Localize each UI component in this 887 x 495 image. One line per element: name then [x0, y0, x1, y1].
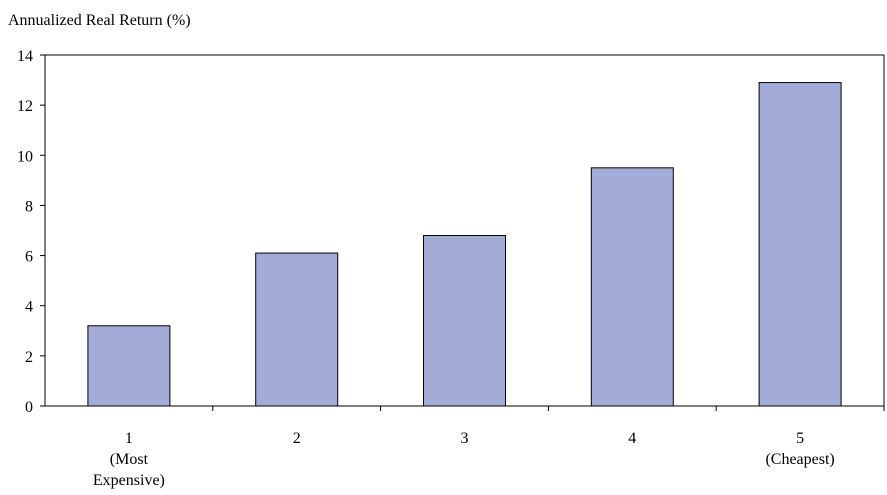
bar [423, 235, 506, 407]
bar [758, 82, 842, 407]
y-tick-label: 8 [25, 198, 33, 215]
bar [590, 167, 674, 407]
plot-area: 0 2 4 6 8 10 12 14 1 (Most Expensive) 2 3 4 5 (Cheapest… [17, 48, 885, 489]
y-axis-label: Annualized Real Return (%) [8, 12, 191, 29]
y-tick-label: 14 [17, 48, 33, 65]
bar [255, 252, 339, 407]
x-tick-label: 3 [461, 430, 469, 447]
x-tick-label: 4 [628, 430, 636, 447]
y-tick-label: 10 [17, 148, 33, 165]
bar [87, 325, 171, 407]
x-tick-label: 1 (Most Expensive) [93, 430, 165, 489]
y-tick-label: 6 [25, 249, 33, 266]
y-tick-label: 0 [25, 399, 33, 416]
y-tick-label: 2 [25, 349, 33, 366]
y-tick-label: 4 [25, 299, 33, 316]
x-tick-label: 5 (Cheapest) [765, 430, 834, 468]
x-tick-label: 2 [293, 430, 301, 447]
y-tick-label: 12 [17, 98, 33, 115]
